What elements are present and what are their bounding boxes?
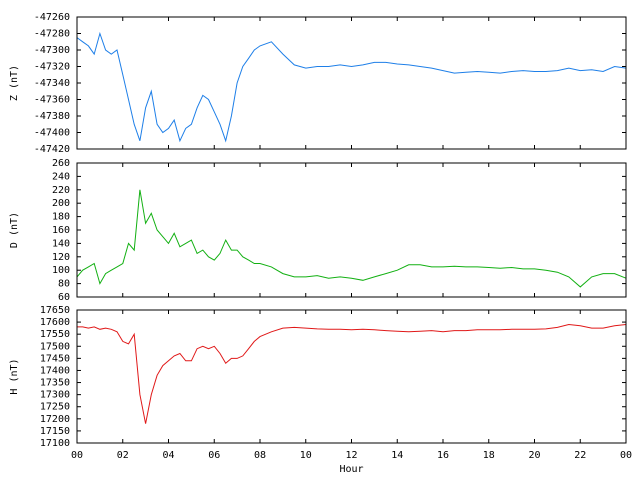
data-line [77, 323, 627, 424]
data-line [76, 31, 627, 143]
x-tick-label: 00 [620, 450, 632, 461]
y-tick-label: 17550 [40, 329, 70, 340]
x-tick-label: 14 [391, 450, 403, 461]
x-tick-label: 22 [574, 450, 586, 461]
x-tick-label: 12 [345, 450, 357, 461]
plot-frame [76, 162, 627, 298]
y-axis-label: Z (nT) [9, 65, 20, 101]
y-tick-label: 17450 [40, 353, 70, 364]
x-tick-label: 20 [528, 450, 540, 461]
x-tick-label: 10 [300, 450, 312, 461]
x-tick-label: 08 [254, 450, 266, 461]
x-axis-label: Hour [339, 464, 363, 475]
y-tick-label: 17200 [40, 414, 70, 425]
y-tick-label: 260 [52, 158, 70, 169]
y-tick-label: 17400 [40, 365, 70, 376]
y-tick-label: 17350 [40, 378, 70, 389]
x-tick-label: 18 [483, 450, 495, 461]
y-tick-label: 120 [52, 252, 70, 263]
y-tick-label: -47400 [34, 128, 70, 139]
y-tick-label: 180 [52, 212, 70, 223]
x-tick-label: 16 [437, 450, 449, 461]
y-tick-label: 160 [52, 225, 70, 236]
y-tick-label: 17600 [40, 317, 70, 328]
y-tick-label: -47380 [34, 111, 70, 122]
y-tick-label: 17650 [40, 305, 70, 316]
y-tick-label: -47340 [34, 78, 70, 89]
x-tick-label: 04 [162, 450, 174, 461]
y-tick-label: -47260 [34, 12, 70, 23]
y-tick-label: 200 [52, 198, 70, 209]
y-tick-label: 17100 [40, 438, 70, 449]
y-tick-label: 17300 [40, 390, 70, 401]
y-tick-label: 17250 [40, 402, 70, 413]
y-tick-label: -47280 [34, 29, 70, 40]
y-tick-label: 60 [58, 292, 70, 303]
plot-frame [76, 16, 627, 150]
y-tick-label: 17500 [40, 341, 70, 352]
y-tick-label: -47300 [34, 45, 70, 56]
y-tick-label: 220 [52, 185, 70, 196]
y-tick-label: 17150 [40, 426, 70, 437]
y-tick-label: 100 [52, 265, 70, 276]
y-tick-label: 240 [52, 171, 70, 182]
y-tick-label: -47420 [34, 144, 70, 155]
data-line [76, 189, 627, 288]
y-tick-label: -47360 [34, 95, 70, 106]
x-tick-label: 06 [208, 450, 220, 461]
y-axis-label: D (nT) [9, 212, 20, 248]
y-axis-label: H (nT) [9, 358, 20, 394]
y-tick-label: 80 [58, 279, 70, 290]
y-tick-label: 140 [52, 238, 70, 249]
x-tick-label: 00 [71, 450, 83, 461]
x-tick-label: 02 [117, 450, 129, 461]
y-tick-label: -47320 [34, 62, 70, 73]
